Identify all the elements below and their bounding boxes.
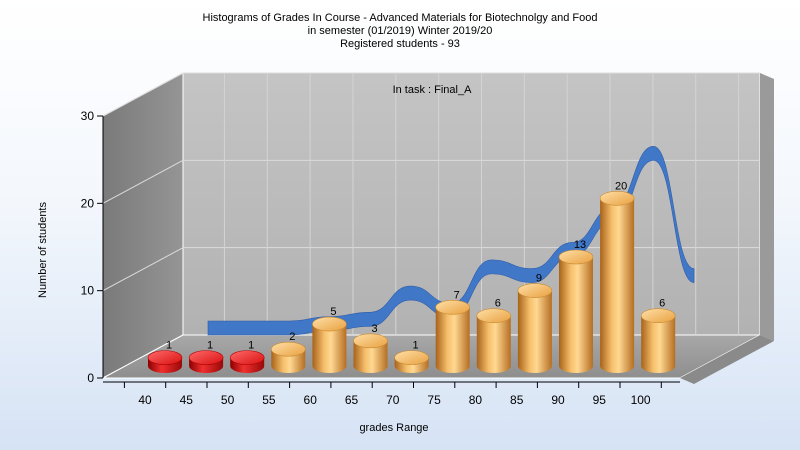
bar-top — [476, 308, 512, 323]
chart-title-line-2: in semester (01/2019) Winter 2019/20 — [307, 25, 493, 37]
bar-100 — [640, 308, 676, 374]
left-wall — [102, 72, 184, 379]
bar-data-label: 20 — [615, 180, 627, 192]
bar-data-label: 13 — [574, 239, 586, 251]
bar-top — [353, 333, 388, 349]
x-tick-label: 60 — [304, 393, 318, 407]
trend-ribbon-band — [207, 146, 695, 336]
bar-body — [312, 324, 347, 374]
bar-body — [517, 290, 552, 373]
bar-top — [229, 350, 265, 365]
y-tick-label: 10 — [81, 284, 95, 298]
bar-45 — [188, 350, 224, 374]
bar-70 — [394, 350, 429, 374]
x-tick-label: 50 — [221, 393, 235, 407]
bar-data-label: 1 — [166, 340, 172, 352]
gridline-wall — [102, 159, 184, 204]
bar-90 — [558, 249, 594, 373]
x-tick-label: 70 — [386, 393, 400, 407]
x-tick-label: 85 — [510, 393, 524, 407]
y-axis-title: Number of students — [37, 202, 49, 298]
bar-body — [476, 315, 511, 374]
bar-top — [640, 308, 676, 323]
gridline-wall — [102, 247, 184, 292]
bars — [147, 191, 676, 374]
bar-body — [435, 307, 470, 374]
bar-data-label: 2 — [289, 331, 295, 343]
bar-80 — [476, 308, 512, 374]
bar-data-label: 3 — [371, 323, 377, 335]
bar-top — [270, 341, 306, 357]
y-tick-label: 30 — [81, 109, 95, 123]
bar-data-label: 6 — [659, 298, 665, 310]
x-tick-label: 75 — [427, 393, 441, 407]
bar-top — [312, 316, 347, 332]
bar-body — [353, 340, 388, 374]
bar-data-label: 1 — [248, 340, 254, 352]
bar-top — [394, 350, 429, 365]
x-tick-label: 55 — [262, 393, 276, 407]
x-tick-label: 65 — [345, 393, 359, 407]
back-wall-edge — [760, 73, 774, 341]
bar-top — [599, 191, 635, 206]
x-tick-label: 95 — [593, 393, 607, 407]
bar-top — [435, 300, 471, 315]
grid — [102, 72, 760, 335]
y-tick-label: 0 — [87, 371, 94, 385]
task-annotation: In task : Final_A — [393, 84, 473, 96]
bar-data-label: 1 — [413, 340, 419, 352]
bar-95 — [599, 191, 635, 374]
x-tick-label: 80 — [469, 393, 483, 407]
trend-ribbon — [207, 146, 695, 336]
y-tick-label: 20 — [81, 196, 95, 210]
bar-data-label: 1 — [207, 340, 213, 352]
bar-data-label: 5 — [330, 306, 336, 318]
bar-top — [558, 249, 594, 265]
bar-top — [147, 350, 183, 365]
bar-75 — [435, 300, 471, 374]
labels: 1 1 1 2 5 3 1 7 6 9 13 20 6 — [166, 180, 665, 351]
chart-title-line-1: Histograms of Grades In Course - Advance… — [202, 12, 598, 24]
bar-top — [517, 283, 553, 298]
gridline-wall — [102, 72, 184, 117]
bar-top — [188, 350, 224, 365]
bar-body — [641, 315, 676, 374]
chart-title-line-3: Registered students - 93 — [340, 38, 460, 50]
floor-edge — [680, 335, 774, 384]
bar-data-label: 6 — [495, 298, 501, 310]
x-tick-label: 100 — [631, 393, 651, 407]
bar-body — [559, 257, 593, 373]
x-tick-label: 90 — [551, 393, 565, 407]
x-tick-label: 45 — [180, 393, 194, 407]
x-tick-label: 40 — [138, 393, 152, 407]
bar-55 — [270, 341, 306, 373]
bar-body — [600, 198, 635, 374]
bar-data-label: 9 — [536, 273, 542, 285]
bar-85 — [517, 283, 553, 373]
x-axis-title: grades Range — [359, 422, 428, 434]
bar-60 — [312, 316, 347, 374]
bar-50 — [229, 350, 265, 373]
bar-65 — [353, 333, 388, 374]
bar-data-label: 7 — [454, 289, 460, 301]
bar-40 — [147, 350, 183, 373]
